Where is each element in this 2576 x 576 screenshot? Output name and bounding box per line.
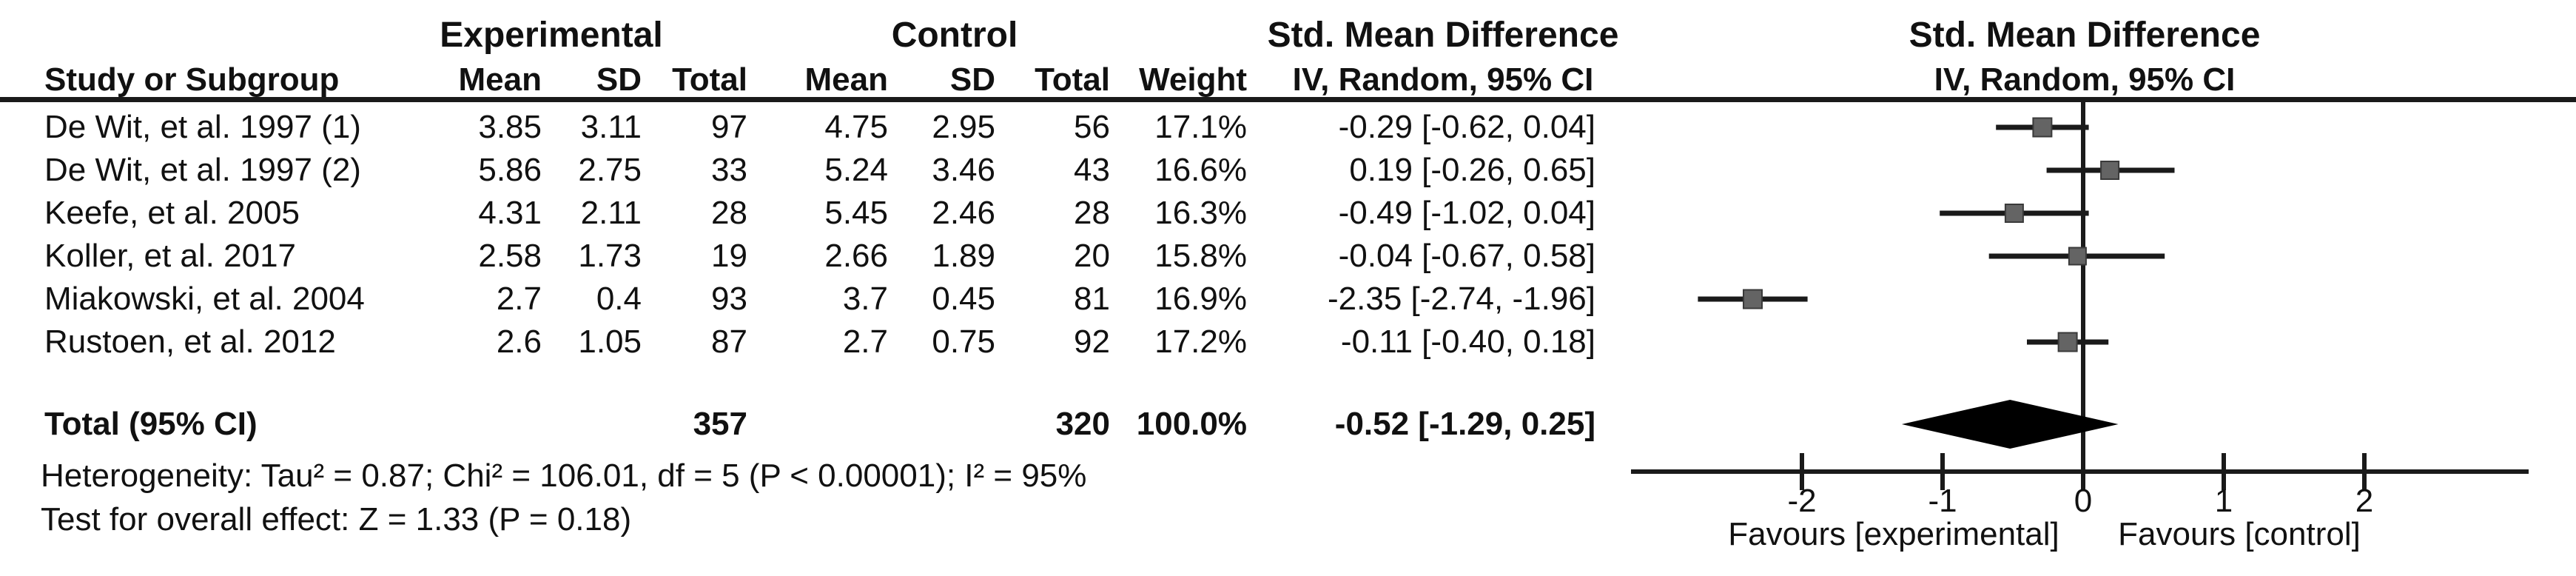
ctl-total-cell: 20 [1074,238,1110,274]
total-weight: 100.0% [1136,406,1247,442]
favours-control-label: Favours [control] [2118,516,2361,552]
exp-mean-cell: 4.31 [478,195,542,231]
total-ci-text: -0.52 [-1.29, 0.25] [1334,406,1595,442]
ctl-mean-cell: 5.45 [824,195,888,231]
ctl-sd-cell: 0.75 [932,324,995,360]
study-label: Koller, et al. 2017 [44,238,297,274]
ctl-sd-cell: 3.46 [932,152,995,188]
study-label: De Wit, et al. 1997 (2) [44,152,361,188]
effect-square [2032,117,2053,138]
ci-text-cell: -0.04 [-0.67, 0.58] [1338,238,1595,274]
control-group-header: Control [891,16,1018,55]
ctl-mean-cell: 2.66 [824,238,888,274]
exp-sd-cell: 1.73 [578,238,642,274]
ctl-mean-cell: 3.7 [842,281,888,317]
exp-mean-header: Mean [458,61,542,98]
exp-mean-cell: 3.85 [478,109,542,145]
weight-cell: 17.1% [1154,109,1247,145]
ci-text-cell: -0.29 [-0.62, 0.04] [1338,109,1595,145]
ctl-mean-cell: 5.24 [824,152,888,188]
axis-tick-label: 2 [2355,483,2374,519]
exp-total-cell: 87 [711,324,747,360]
heterogeneity-stats: Heterogeneity: Tau² = 0.87; Chi² = 106.0… [41,458,1087,494]
study-column-header: Study or Subgroup [44,61,340,98]
exp-sd-header: SD [596,61,642,98]
exp-mean-cell: 2.58 [478,238,542,274]
axis-tick-label: -1 [1928,483,1957,519]
ctl-total-cell: 81 [1074,281,1110,317]
study-label: Rustoen, et al. 2012 [44,324,336,360]
iv-random-ci-header: IV, Random, 95% CI [1292,61,1594,98]
exp-sd-cell: 0.4 [596,281,642,317]
axis-tick-label: 0 [2074,483,2093,519]
ctl-sd-cell: 1.89 [932,238,995,274]
weight-cell: 16.6% [1154,152,1247,188]
ctl-sd-cell: 0.45 [932,281,995,317]
header-rule [0,97,2576,102]
effect-square [2068,247,2087,266]
exp-total-header: Total [672,61,747,98]
ctl-total-cell: 56 [1074,109,1110,145]
ci-text-cell: -0.49 [-1.02, 0.04] [1338,195,1595,231]
ctl-mean-cell: 4.75 [824,109,888,145]
total-label: Total (95% CI) [44,406,258,442]
total-ctl-n: 320 [1055,406,1110,442]
iv-random-ci-plot-header: IV, Random, 95% CI [1934,61,2236,98]
overall-effect-stats: Test for overall effect: Z = 1.33 (P = 0… [41,501,632,538]
ctl-sd-cell: 2.46 [932,195,995,231]
ctl-total-cell: 28 [1074,195,1110,231]
effect-square [2057,332,2078,352]
ctl-mean-header: Mean [804,61,888,98]
ci-text-cell: -0.11 [-0.40, 0.18] [1340,324,1595,360]
exp-mean-cell: 2.7 [496,281,542,317]
exp-total-cell: 33 [711,152,747,188]
ci-text-cell: -2.35 [-2.74, -1.96] [1328,281,1595,317]
exp-sd-cell: 2.11 [580,195,642,231]
axis-tick [2362,453,2367,490]
axis-tick [2222,453,2226,490]
effect-square [2100,161,2120,180]
study-label: Miakowski, et al. 2004 [44,281,365,317]
exp-total-cell: 19 [711,238,747,274]
exp-mean-cell: 5.86 [478,152,542,188]
axis-tick-label: -2 [1787,483,1817,519]
axis-tick [2081,453,2085,490]
pooled-diamond [1901,400,2119,449]
axis-tick [1800,453,1804,490]
ctl-sd-cell: 2.95 [932,109,995,145]
effect-square [2004,204,2024,223]
experimental-group-header: Experimental [440,16,663,55]
ctl-total-header: Total [1035,61,1110,98]
ctl-total-cell: 43 [1074,152,1110,188]
zero-effect-line [2081,102,2085,474]
study-label: Keefe, et al. 2005 [44,195,300,231]
ci-text-cell: 0.19 [-0.26, 0.65] [1349,152,1595,188]
weight-cell: 16.3% [1154,195,1247,231]
ctl-sd-header: SD [949,61,995,98]
exp-sd-cell: 3.11 [580,109,642,145]
exp-sd-cell: 1.05 [578,324,642,360]
x-axis-line [1631,469,2529,474]
study-label: De Wit, et al. 1997 (1) [44,109,361,145]
total-exp-n: 357 [693,406,747,442]
weight-cell: 16.9% [1154,281,1247,317]
favours-experimental-label: Favours [experimental] [1728,516,2059,552]
weight-cell: 15.8% [1154,238,1247,274]
weight-cell: 17.2% [1154,324,1247,360]
ctl-mean-cell: 2.7 [842,324,888,360]
effect-square [1743,289,1763,309]
smd-plot-header: Std. Mean Difference [1909,16,2261,55]
exp-total-cell: 28 [711,195,747,231]
exp-sd-cell: 2.75 [578,152,642,188]
exp-mean-cell: 2.6 [496,324,542,360]
smd-column-header: Std. Mean Difference [1267,16,1619,55]
exp-total-cell: 93 [711,281,747,317]
exp-total-cell: 97 [711,109,747,145]
ctl-total-cell: 92 [1074,324,1110,360]
weight-header: Weight [1139,61,1247,98]
axis-tick [1940,453,1945,490]
axis-tick-label: 1 [2214,483,2233,519]
